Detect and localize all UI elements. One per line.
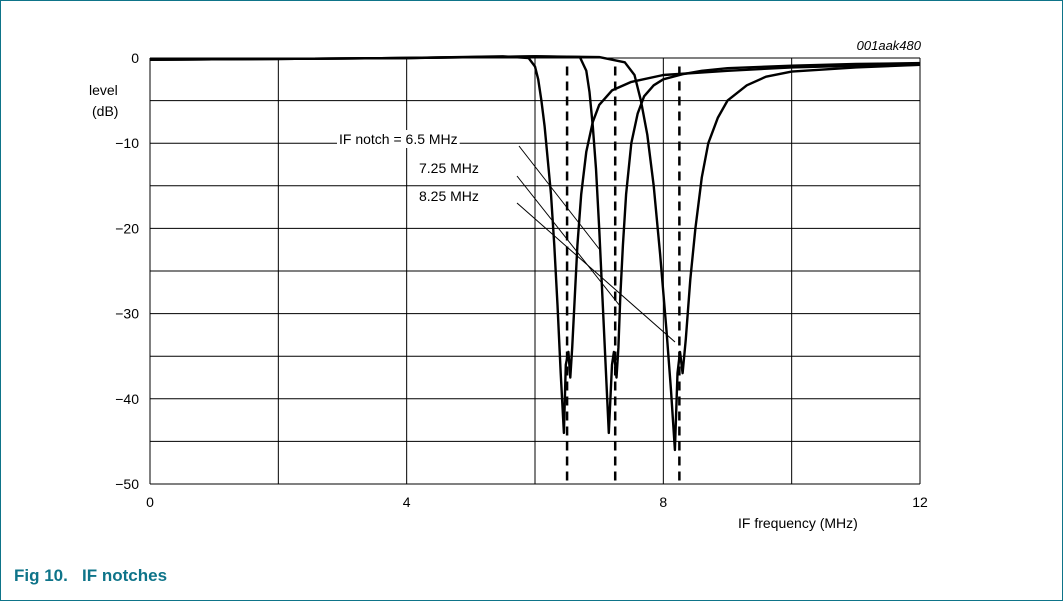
y-axis-label-line2: (dB) bbox=[92, 103, 118, 119]
annotation-background bbox=[417, 159, 481, 177]
y-tick-label: 0 bbox=[131, 50, 139, 66]
notch-markers bbox=[565, 66, 681, 484]
annotation-leader-line bbox=[516, 175, 621, 307]
x-tick-label: 12 bbox=[912, 494, 928, 510]
x-tick-label: 0 bbox=[146, 494, 154, 510]
annotation-background bbox=[417, 187, 481, 205]
annotation-background bbox=[337, 130, 460, 148]
series-line bbox=[149, 55, 921, 435]
y-tick-label: −20 bbox=[115, 220, 139, 236]
annotation-leader-line bbox=[518, 145, 601, 251]
figure-code: 001aak480 bbox=[857, 38, 922, 53]
notch-annotation: IF notch = 6.5 MHz bbox=[339, 131, 458, 147]
y-axis-label-line1: level bbox=[89, 82, 118, 98]
notch-annotation: 8.25 MHz bbox=[419, 188, 479, 204]
chart: IF notch = 6.5 MHz 7.25 MHz 8.25 MHz 0 4 8 12… bbox=[89, 38, 928, 531]
annotations: IF notch = 6.5 MHz 7.25 MHz 8.25 MHz bbox=[337, 130, 481, 205]
figure-label: Fig 10. bbox=[14, 566, 68, 585]
series-group bbox=[149, 55, 921, 452]
figure-title: IF notches bbox=[82, 566, 168, 585]
x-axis-label: IF frequency (MHz) bbox=[738, 515, 858, 531]
grid bbox=[149, 57, 921, 485]
y-tick-label: −30 bbox=[115, 306, 139, 322]
y-tick-label: −50 bbox=[115, 476, 139, 492]
annotation-leaders bbox=[516, 145, 676, 343]
notch-annotation: 7.25 MHz bbox=[419, 160, 479, 176]
series-line bbox=[149, 55, 921, 452]
y-tick-label: −10 bbox=[115, 135, 139, 151]
y-tick-label: −40 bbox=[115, 391, 139, 407]
tick-labels: 0 4 8 12 0 −10 −20 −30 −40 −50 bbox=[115, 50, 928, 510]
annotation-leader-line bbox=[516, 202, 676, 343]
figure-caption: Fig 10. IF notches bbox=[14, 566, 167, 586]
x-tick-label: 8 bbox=[659, 494, 667, 510]
series-line bbox=[149, 55, 921, 435]
x-tick-label: 4 bbox=[403, 494, 411, 510]
